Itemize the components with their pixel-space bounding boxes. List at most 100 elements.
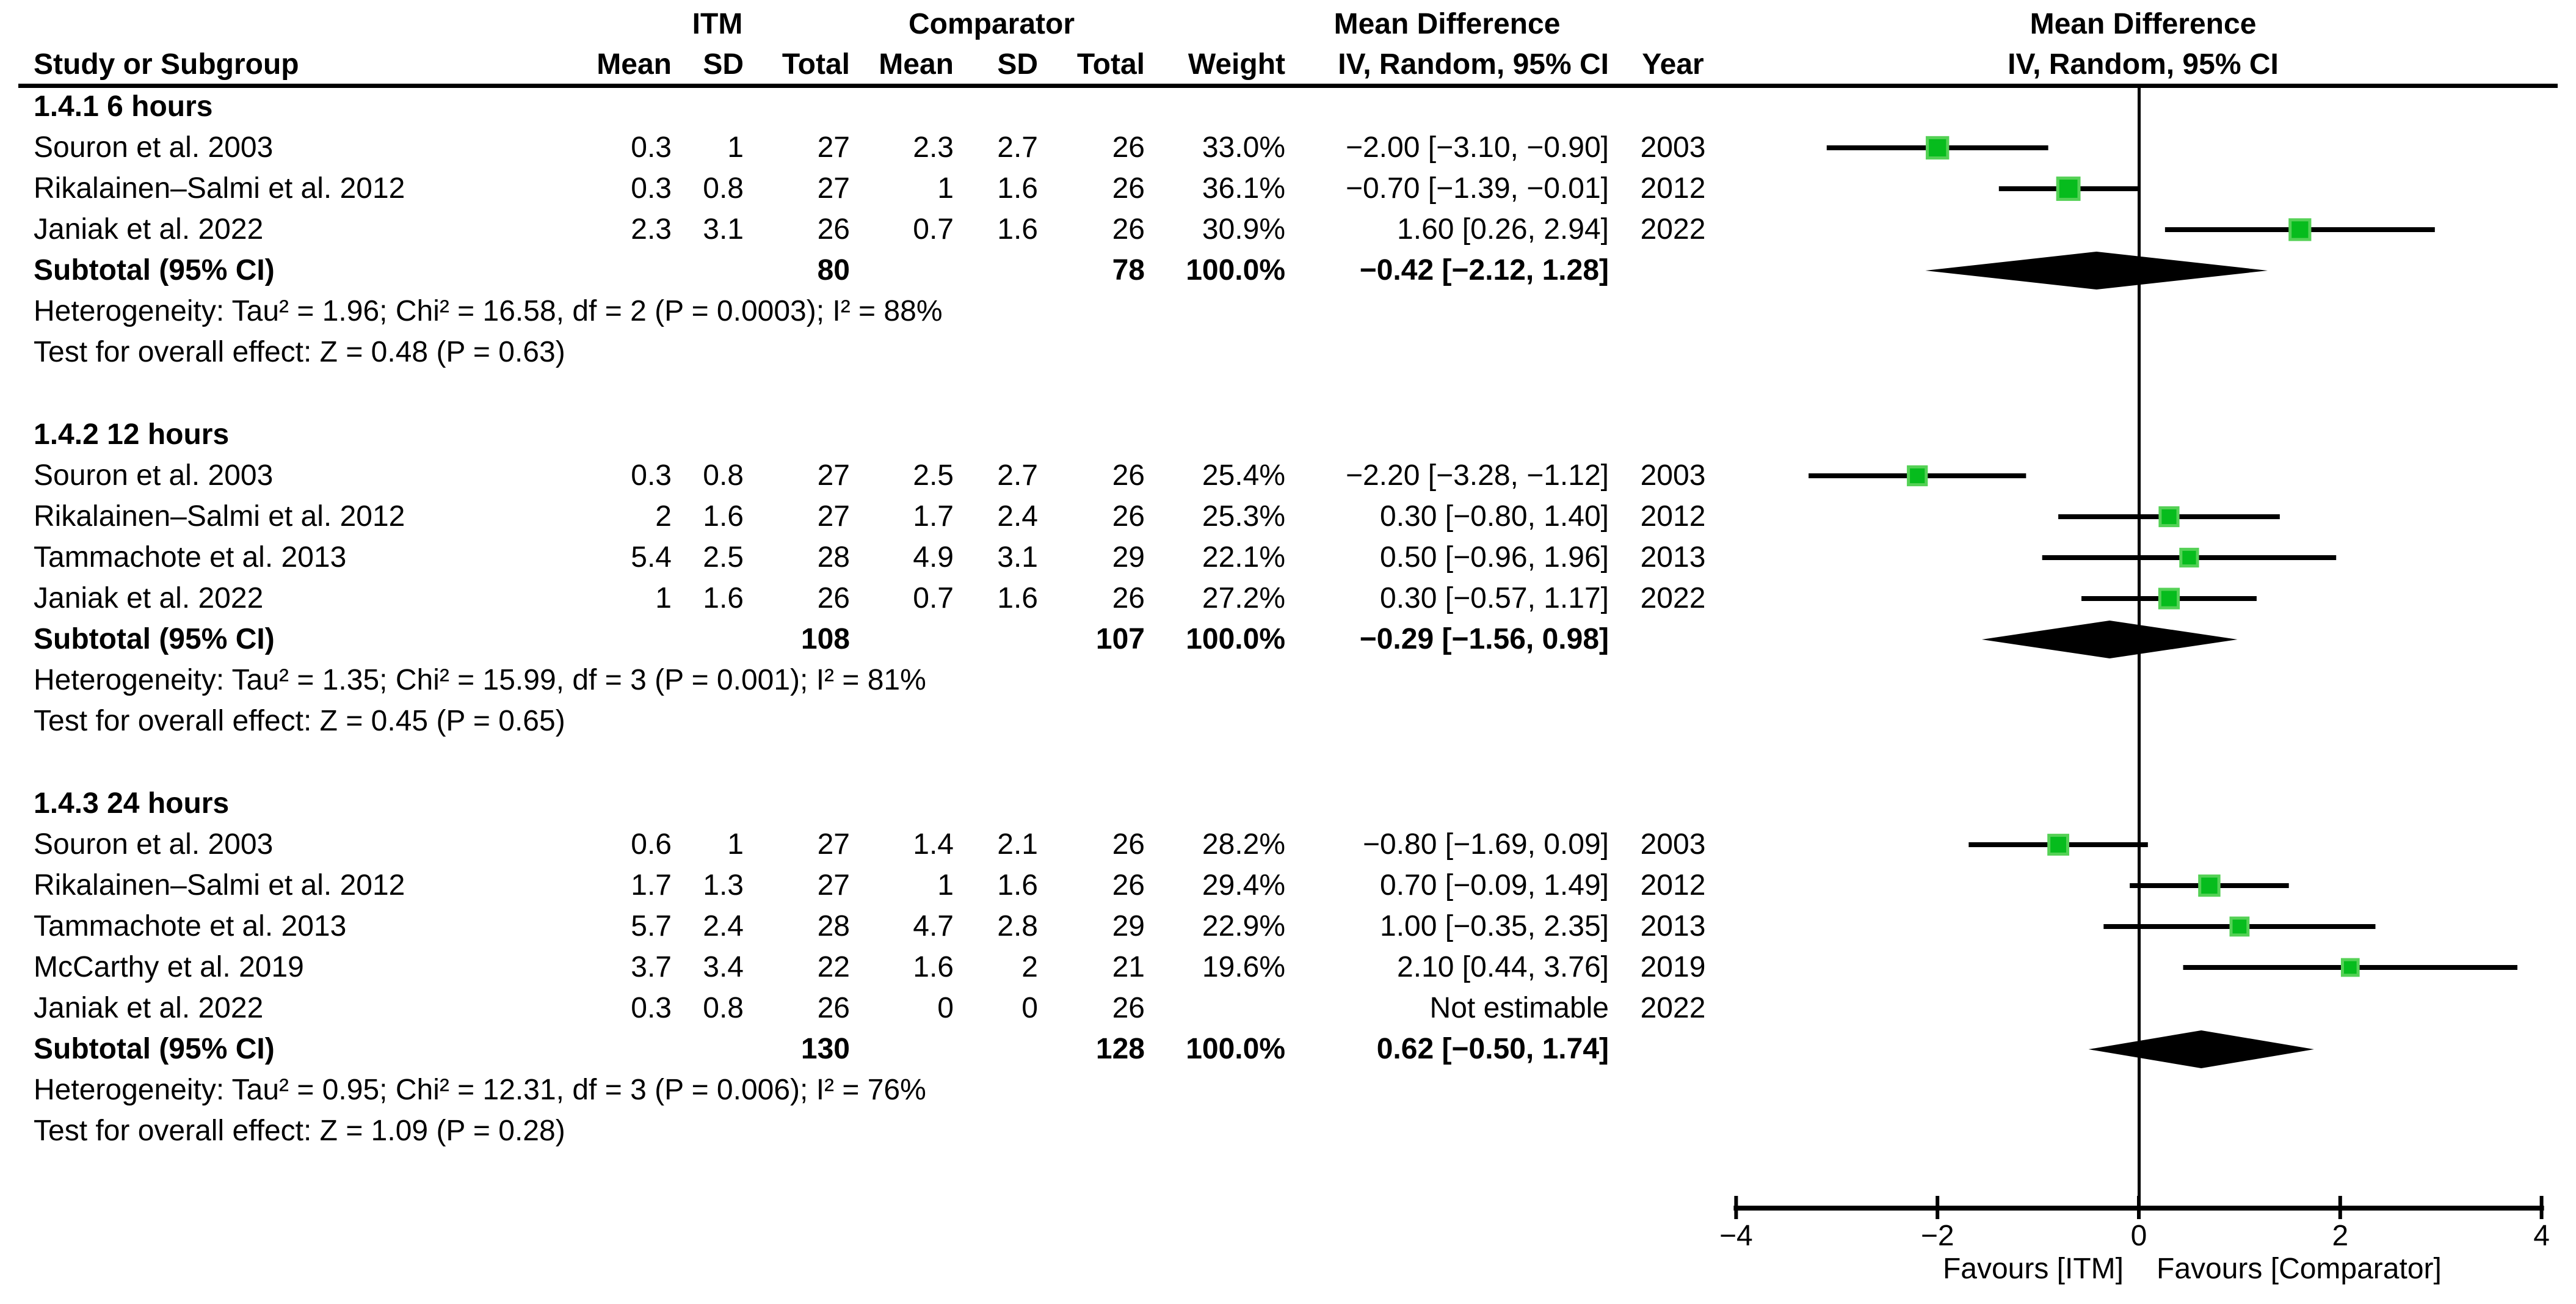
md-text-cell: 0.30 [−0.57, 1.17] xyxy=(1380,582,1609,614)
study-name: Rikalainen–Salmi et al. 2012 xyxy=(34,172,405,205)
axis-tick xyxy=(2137,1196,2141,1219)
year-cell: 2003 xyxy=(1640,131,1706,164)
subtotal-label: Subtotal (95% CI) xyxy=(34,254,275,286)
year-cell: 2022 xyxy=(1640,582,1706,614)
year-cell: 2022 xyxy=(1640,213,1706,246)
md-text-cell: −0.80 [−1.69, 0.09] xyxy=(1362,828,1609,861)
itm-mean-cell: 5.4 xyxy=(631,541,672,574)
axis-tick xyxy=(2338,1196,2342,1219)
effect-square-marker xyxy=(2047,834,2069,856)
comp-mean-cell: 1.4 xyxy=(913,828,954,861)
comparator-total-header: Total xyxy=(1076,48,1145,81)
study-name: Tammachote et al. 2013 xyxy=(34,910,347,942)
comparator-sd-header: SD xyxy=(997,48,1038,81)
heterogeneity-text: Heterogeneity: Tau² = 1.35; Chi² = 15.99… xyxy=(34,664,926,696)
axis-tick-label: 0 xyxy=(2130,1220,2147,1252)
axis-tick-label: −2 xyxy=(1920,1220,1954,1252)
comp-mean-cell: 4.9 xyxy=(913,541,954,574)
study-name: Rikalainen–Salmi et al. 2012 xyxy=(34,500,405,533)
study-column-header: Study or Subgroup xyxy=(34,48,299,81)
effect-square-marker xyxy=(2179,547,2199,568)
study-name: Janiak et al. 2022 xyxy=(34,992,264,1024)
itm-sd-cell: 0.8 xyxy=(703,459,744,492)
comp-mean-cell: 2.5 xyxy=(913,459,954,492)
weight-cell: 22.9% xyxy=(1202,910,1285,942)
comp-mean-cell: 1 xyxy=(937,869,954,902)
comp-sd-cell: 3.1 xyxy=(997,541,1038,574)
md-text-cell: 0.70 [−0.09, 1.49] xyxy=(1380,869,1609,902)
study-name: Janiak et al. 2022 xyxy=(34,213,264,246)
itm-sd-cell: 1.6 xyxy=(703,582,744,614)
subtotal-diamond xyxy=(1925,252,2268,290)
year-cell: 2012 xyxy=(1640,172,1706,205)
effect-square-marker xyxy=(2158,506,2180,528)
md-text-cell: 2.10 [0.44, 3.76] xyxy=(1397,951,1609,983)
weight-cell: 27.2% xyxy=(1202,582,1285,614)
itm-sd-cell: 1.6 xyxy=(703,500,744,533)
comp-sd-cell: 2 xyxy=(1021,951,1038,983)
comp-sd-cell: 1.6 xyxy=(997,869,1038,902)
study-name: Janiak et al. 2022 xyxy=(34,582,264,614)
year-cell: 2012 xyxy=(1640,869,1706,902)
md-text-cell: 0.30 [−0.80, 1.40] xyxy=(1380,500,1609,533)
effect-square-marker xyxy=(2158,588,2180,610)
md-text-cell: 1.00 [−0.35, 2.35] xyxy=(1380,910,1609,942)
heterogeneity-text: Heterogeneity: Tau² = 1.96; Chi² = 16.58… xyxy=(34,295,943,327)
favours-itm-label: Favours [ITM] xyxy=(1942,1253,2124,1285)
itm-total-cell: 26 xyxy=(817,213,850,246)
itm-sd-cell: 3.1 xyxy=(703,213,744,246)
study-name: Souron et al. 2003 xyxy=(34,459,274,492)
subtotal-weight-cell: 100.0% xyxy=(1186,1033,1285,1065)
overall-effect-text: Test for overall effect: Z = 0.45 (P = 0… xyxy=(34,705,565,737)
year-cell: 2019 xyxy=(1640,951,1706,983)
subtotal-itm-total-cell: 130 xyxy=(800,1033,850,1065)
subtotal-md-cell: 0.62 [−0.50, 1.74] xyxy=(1376,1033,1609,1065)
itm-mean-cell: 5.7 xyxy=(631,910,672,942)
itm-sd-cell: 2.4 xyxy=(703,910,744,942)
weight-cell: 36.1% xyxy=(1202,172,1285,205)
comp-total-cell: 26 xyxy=(1112,500,1145,533)
effect-square-marker xyxy=(2229,916,2250,937)
year-cell: 2013 xyxy=(1640,910,1706,942)
itm-mean-cell: 0.3 xyxy=(631,459,672,492)
itm-mean-cell: 1.7 xyxy=(631,869,672,902)
comp-mean-cell: 1.6 xyxy=(913,951,954,983)
itm-sd-cell: 2.5 xyxy=(703,541,744,574)
md-text-cell: −2.20 [−3.28, −1.12] xyxy=(1345,459,1609,492)
itm-mean-cell: 3.7 xyxy=(631,951,672,983)
subtotal-md-cell: −0.29 [−1.56, 0.98] xyxy=(1359,623,1609,655)
overall-effect-text: Test for overall effect: Z = 1.09 (P = 0… xyxy=(34,1115,565,1147)
comp-total-cell: 26 xyxy=(1112,172,1145,205)
comp-sd-cell: 1.6 xyxy=(997,213,1038,246)
group-header-comparator: Comparator xyxy=(908,8,1075,40)
subtotal-md-cell: −0.42 [−2.12, 1.28] xyxy=(1359,254,1609,286)
subtotal-diamond xyxy=(2088,1030,2314,1068)
study-name: Rikalainen–Salmi et al. 2012 xyxy=(34,869,405,902)
itm-mean-cell: 0.3 xyxy=(631,992,672,1024)
comp-sd-cell: 2.4 xyxy=(997,500,1038,533)
group-header-itm: ITM xyxy=(692,8,743,40)
subtotal-itm-total-cell: 80 xyxy=(817,254,850,286)
weight-cell: 28.2% xyxy=(1202,828,1285,861)
header-rule xyxy=(18,84,2558,88)
plot-header-line1: Mean Difference xyxy=(2030,8,2257,40)
comp-total-cell: 26 xyxy=(1112,869,1145,902)
comp-sd-cell: 2.7 xyxy=(997,459,1038,492)
comp-mean-cell: 0.7 xyxy=(913,213,954,246)
md-text-cell: Not estimable xyxy=(1429,992,1609,1024)
md-text-cell: 0.50 [−0.96, 1.96] xyxy=(1380,541,1609,574)
comp-total-cell: 21 xyxy=(1112,951,1145,983)
itm-mean-cell: 1 xyxy=(655,582,672,614)
year-cell: 2013 xyxy=(1640,541,1706,574)
itm-total-cell: 22 xyxy=(817,951,850,983)
comp-sd-cell: 2.8 xyxy=(997,910,1038,942)
md-column-header-line2: IV, Random, 95% CI xyxy=(1338,48,1609,81)
year-cell: 2003 xyxy=(1640,459,1706,492)
itm-total-cell: 26 xyxy=(817,582,850,614)
md-column-header-line1: Mean Difference xyxy=(1333,8,1561,40)
comp-mean-cell: 0 xyxy=(937,992,954,1024)
comp-mean-cell: 1 xyxy=(937,172,954,205)
itm-total-cell: 27 xyxy=(817,828,850,861)
subtotal-weight-cell: 100.0% xyxy=(1186,623,1285,655)
comp-sd-cell: 0 xyxy=(1021,992,1038,1024)
